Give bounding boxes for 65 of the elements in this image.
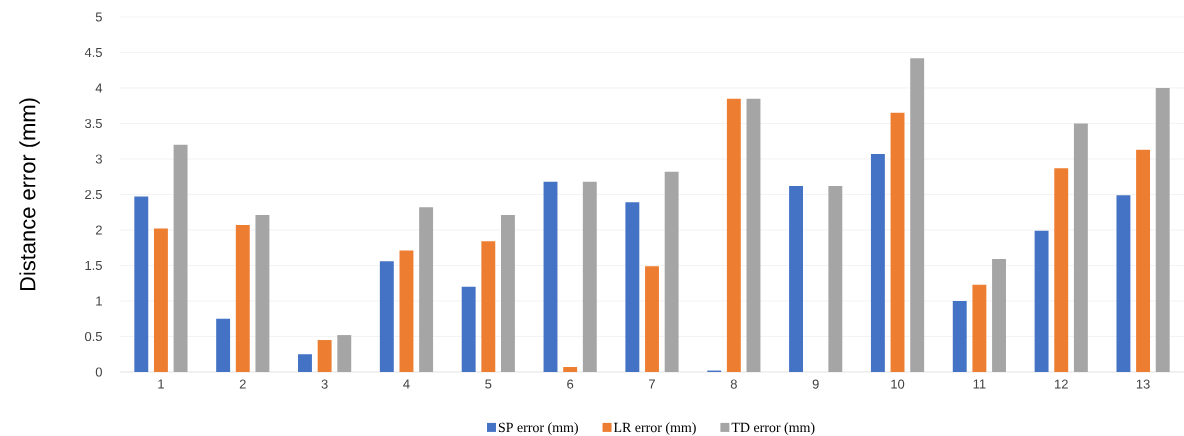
y-tick-label: 4.5 <box>84 47 102 57</box>
y-tick-label: 0 <box>95 367 102 377</box>
y-tick-label: 0.5 <box>84 331 102 342</box>
bar <box>992 259 1006 372</box>
y-tick-label: 5 <box>95 12 102 22</box>
bar <box>173 144 188 372</box>
y-tick-label: 2 <box>95 225 102 235</box>
bar <box>235 225 250 372</box>
legend-label: TD error (mm) <box>731 422 815 435</box>
x-tick-label: 7 <box>649 379 655 389</box>
bar <box>1034 230 1049 372</box>
x-tick-label: 13 <box>1136 379 1150 389</box>
y-tick-label: 3 <box>95 154 102 164</box>
x-tick-label: 11 <box>973 379 986 389</box>
bar <box>153 228 168 372</box>
bar <box>1136 149 1151 372</box>
bar <box>255 215 270 372</box>
y-tick-label: 2.5 <box>85 189 102 200</box>
y-axis-title: Distance error (mm) <box>19 98 40 291</box>
legend-label: SP error (mm) <box>498 422 578 435</box>
bar <box>870 154 885 372</box>
bar <box>828 185 843 372</box>
y-tick-label: 3.5 <box>84 118 102 129</box>
bar <box>399 250 414 372</box>
x-tick-label: 8 <box>730 379 737 389</box>
x-tick-label: 1 <box>158 379 164 389</box>
x-tick-label: 9 <box>812 379 819 389</box>
legend-label: LR error (mm) <box>613 422 696 435</box>
bar <box>746 98 761 372</box>
bar <box>1155 87 1170 372</box>
x-tick-label: 6 <box>567 379 574 389</box>
bar <box>625 202 640 372</box>
bar <box>645 266 659 372</box>
y-tick-label: 1.5 <box>85 260 102 270</box>
bar <box>972 284 987 372</box>
bar <box>134 196 149 372</box>
x-tick-label: 10 <box>891 379 905 389</box>
bar <box>910 58 925 372</box>
bar <box>789 185 804 372</box>
bar <box>1116 195 1131 372</box>
bar <box>543 181 558 372</box>
bar <box>379 261 394 372</box>
bar <box>501 215 515 372</box>
x-tick-label: 12 <box>1055 379 1068 389</box>
bar <box>664 171 679 372</box>
bar <box>1054 168 1069 372</box>
bar <box>726 98 741 372</box>
bar <box>419 207 434 372</box>
bar <box>461 286 476 372</box>
y-tick-label: 1 <box>96 296 102 306</box>
bar <box>582 181 597 372</box>
x-tick-label: 3 <box>321 379 328 389</box>
bar <box>890 112 905 372</box>
bar <box>216 318 231 372</box>
bar <box>1073 123 1088 372</box>
x-tick-label: 2 <box>239 379 246 389</box>
bar <box>563 367 578 372</box>
bar <box>337 335 352 372</box>
bar <box>952 300 967 372</box>
x-tick-label: 5 <box>485 379 492 389</box>
x-tick-label: 4 <box>403 379 410 389</box>
y-tick-label: 4 <box>95 83 103 93</box>
bar <box>317 340 332 372</box>
bar <box>481 241 496 372</box>
bar <box>298 354 312 372</box>
